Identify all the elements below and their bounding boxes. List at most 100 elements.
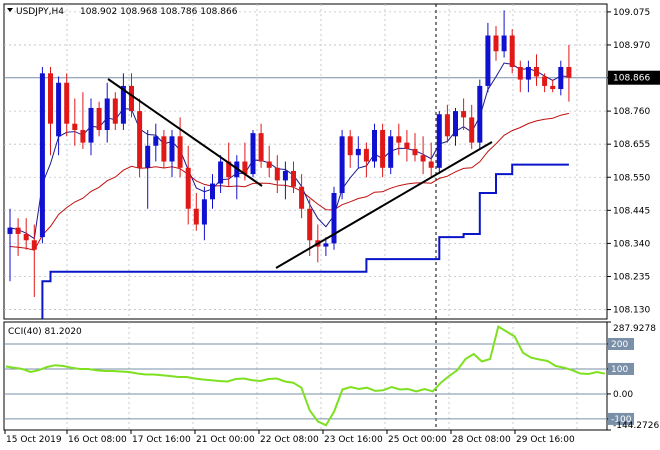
candle-bear: [534, 67, 539, 77]
stair-line-layer: [41, 163, 569, 319]
candle-bull: [323, 243, 329, 247]
candle-bear: [420, 155, 426, 162]
candle-bear: [566, 67, 572, 78]
price-tick-label: 108.550: [613, 173, 650, 183]
candle-bull: [169, 136, 175, 162]
candle-bear: [193, 208, 199, 225]
candle-bear: [64, 82, 70, 124]
time-tick-label: 21 Oct 00:00: [196, 435, 255, 445]
candle-bear: [347, 136, 353, 156]
cci-level-box: [608, 362, 634, 375]
time-tick-label: 17 Oct 16:00: [132, 435, 191, 445]
candle-bull: [388, 136, 394, 168]
price-tick-label: 109.075: [613, 8, 650, 18]
price-tick-label: 108.340: [613, 239, 650, 249]
downtrend-line: [107, 78, 263, 187]
candle-bull: [120, 85, 126, 124]
candle-bear: [291, 170, 296, 187]
candle-bull: [525, 67, 531, 80]
candle-bull: [153, 136, 159, 146]
main-panel: [3, 3, 608, 320]
candle-bull: [250, 133, 256, 175]
cci-level-label: 100: [611, 365, 628, 375]
candle-bear: [15, 227, 21, 234]
price-tick-label: 108.130: [613, 306, 650, 316]
candle-bull: [282, 170, 288, 181]
candle-bear: [461, 111, 467, 118]
candle-bull: [501, 35, 507, 52]
candle-bear: [274, 167, 280, 181]
price-tick-label: 108.235: [613, 272, 650, 282]
candle-bear: [363, 148, 369, 162]
candle-bear: [23, 233, 29, 241]
candle-bear: [31, 240, 37, 250]
time-tick-label: 22 Oct 08:00: [260, 435, 319, 445]
candle-bear: [412, 148, 418, 156]
trendlines: [107, 78, 493, 269]
candle-bear: [509, 35, 515, 67]
current-price-box: [608, 70, 660, 85]
time-axis: 15 Oct 2019 16 Oct 08:00 17 Oct 16:00 21 Oc…: [4, 430, 575, 445]
candle-bull: [104, 98, 110, 130]
candle-bear: [80, 130, 86, 143]
candle-bear: [493, 35, 499, 52]
candle-bear: [129, 85, 134, 112]
candle-bear: [428, 161, 434, 168]
time-tick-label: 25 Oct 00:00: [388, 435, 447, 445]
uptrend-line: [275, 141, 493, 269]
candle-bear: [299, 186, 305, 209]
candle-bear: [177, 136, 183, 168]
candle-bull: [201, 199, 207, 225]
candle-bear: [112, 98, 118, 124]
cci-level-label: 0.00: [613, 390, 633, 400]
candle-bull: [436, 114, 442, 168]
time-tick-label: 15 Oct 2019: [6, 435, 62, 445]
candle-bull: [372, 130, 377, 162]
candle-bear: [185, 167, 191, 209]
candle-bull: [558, 67, 564, 90]
price-tick-label: 108.760: [613, 107, 650, 117]
price-tick-label: 108.655: [613, 140, 650, 150]
candle-bear: [444, 114, 450, 137]
candle-bear: [517, 67, 523, 80]
candle-bear: [72, 123, 78, 130]
candle-bear: [161, 136, 167, 162]
stair-support-line: [41, 163, 569, 319]
cci-level-label: -144.2726: [613, 421, 659, 431]
candle-bull: [485, 35, 491, 86]
candle-bear: [266, 161, 272, 168]
candle-bear: [550, 85, 556, 90]
time-tick-label: 23 Oct 16:00: [324, 435, 383, 445]
ma-fast-line: [9, 62, 569, 240]
candle-bull: [39, 73, 45, 238]
cci-panel: [3, 321, 608, 431]
time-tick-label: 28 Oct 08:00: [452, 435, 511, 445]
candle-bear: [48, 73, 53, 124]
moving-averages: [9, 62, 570, 251]
ohlc-label: 108.902 108.968 108.786 108.866: [80, 7, 238, 17]
price-tick-label: 108.970: [613, 41, 650, 51]
grid: [4, 4, 607, 430]
cci-level-box: [608, 337, 634, 350]
cci-layer: [4, 324, 607, 427]
candle-bull: [477, 85, 483, 143]
candle-bull: [331, 193, 337, 244]
candle-bear: [380, 130, 386, 168]
candle-bull: [88, 107, 94, 143]
candle-bear: [469, 117, 475, 143]
cci-level-label: -100: [611, 415, 632, 425]
candle-bull: [56, 82, 62, 137]
cci-header: CCI(40) 81.2020: [8, 327, 82, 337]
cci-level-label: 200: [611, 340, 628, 350]
candle-bull: [145, 145, 151, 168]
price-axis: 109.075 108.970 108.760 108.655 108.550 108.4…: [607, 8, 660, 316]
candle-bull: [218, 161, 224, 184]
candle-bear: [396, 136, 402, 143]
collapse-triangle-icon[interactable]: [7, 8, 13, 12]
candles: [7, 10, 572, 297]
symbol-label: USDJPY,H4: [16, 7, 64, 17]
time-tick-label: 29 Oct 16:00: [516, 435, 575, 445]
cci-level-box: [608, 412, 634, 425]
time-tick-label: 16 Oct 08:00: [68, 435, 127, 445]
